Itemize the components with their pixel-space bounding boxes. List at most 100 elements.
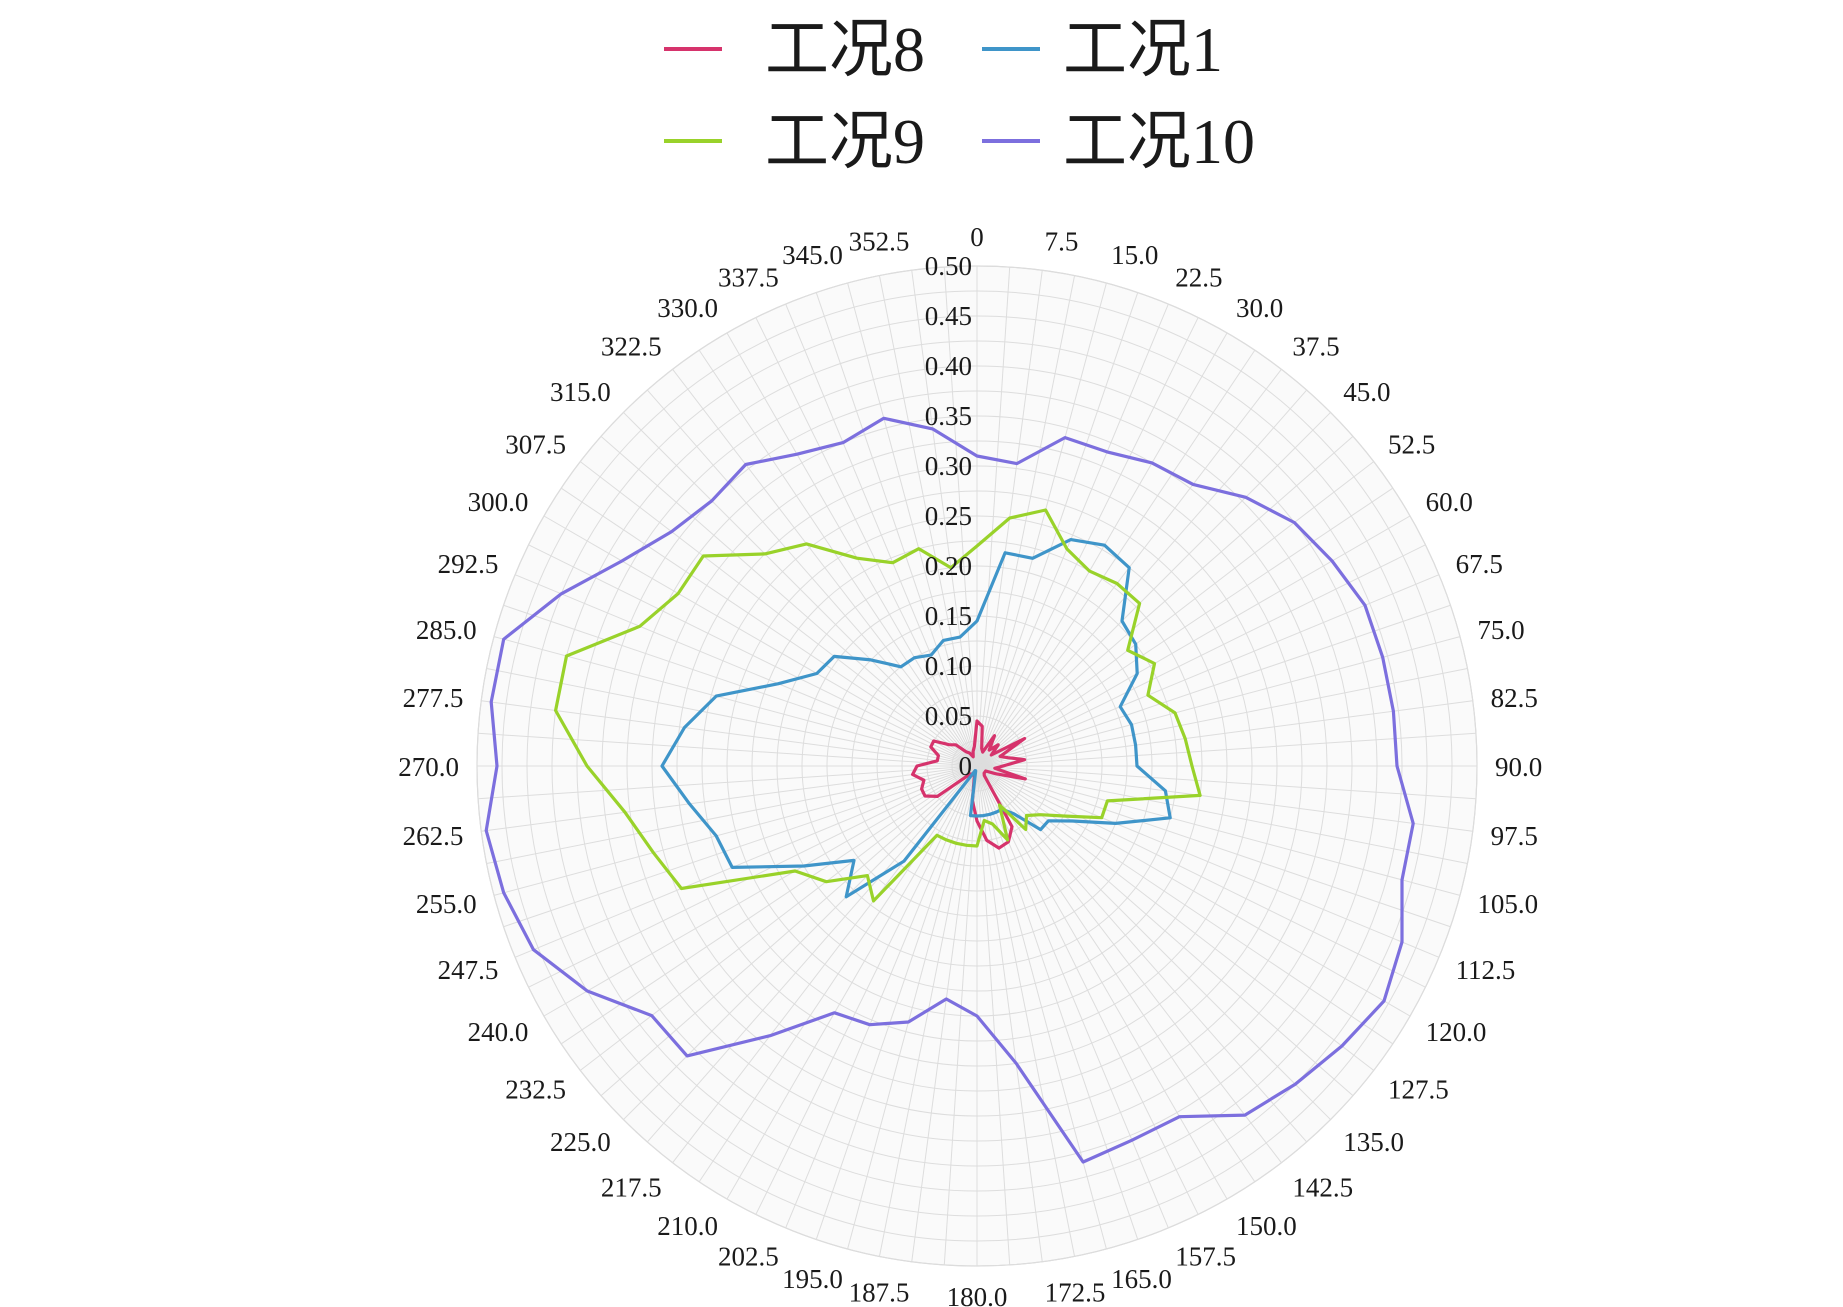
legend-item-1: 工况8 xyxy=(664,14,925,85)
grid-spoke xyxy=(560,487,978,767)
grid-spoke xyxy=(976,732,1476,767)
grid-spoke xyxy=(580,461,978,767)
grid-spoke xyxy=(785,303,978,767)
grid-spoke xyxy=(493,765,978,896)
grid-spoke xyxy=(481,765,978,832)
grid-spoke xyxy=(976,765,1461,896)
series-line-4 xyxy=(484,416,1415,1164)
angle-tick-label: 315.0 xyxy=(550,377,611,407)
grid-spoke xyxy=(976,461,1374,767)
grid-spoke xyxy=(646,765,978,1143)
grid-spoke xyxy=(543,515,978,767)
angle-tick-label: 345.0 xyxy=(782,240,843,270)
grid-spoke xyxy=(976,765,1076,1257)
angle-tick-label: 105.0 xyxy=(1477,889,1538,919)
radial-tick-label: 0.35 xyxy=(925,401,972,431)
angle-tick-label: 277.5 xyxy=(403,683,464,713)
radial-tick-label: 0.15 xyxy=(925,601,972,631)
angle-tick-label: 180.0 xyxy=(947,1282,1008,1307)
grid-spoke xyxy=(623,412,978,767)
legend-label-2: 工况1 xyxy=(1063,14,1223,85)
grid-spoke xyxy=(646,389,978,767)
angle-tick-label: 172.5 xyxy=(1045,1277,1106,1307)
grid-spoke xyxy=(976,389,1308,767)
grid-spoke xyxy=(755,765,978,1215)
grid-spoke xyxy=(528,544,978,767)
grid-spoke xyxy=(976,267,1011,767)
angle-tick-label: 0 xyxy=(970,222,984,252)
legend-label-4: 工况10 xyxy=(1063,106,1255,177)
grid-spoke xyxy=(976,765,1331,1120)
grid-spoke xyxy=(600,765,978,1097)
grid-spoke xyxy=(726,332,978,767)
grid-spoke xyxy=(847,765,978,1250)
grid-spoke xyxy=(815,765,978,1240)
grid-spoke xyxy=(976,332,1228,767)
radial-tick-label: 0.40 xyxy=(925,351,972,381)
grid-spoke xyxy=(815,292,978,767)
series-line-1 xyxy=(910,719,1027,850)
angle-tick-label: 337.5 xyxy=(718,262,779,292)
grid-spoke xyxy=(976,765,1308,1143)
angle-tick-label: 195.0 xyxy=(782,1264,843,1294)
grid-spoke xyxy=(785,765,978,1229)
angle-tick-label: 157.5 xyxy=(1175,1242,1236,1272)
grid-spoke xyxy=(976,487,1394,767)
angle-tick-label: 217.5 xyxy=(601,1172,662,1202)
angle-tick-label: 255.0 xyxy=(416,889,477,919)
angle-tick-label: 307.5 xyxy=(505,429,566,459)
grid-spoke xyxy=(976,636,1461,767)
angle-tick-label: 7.5 xyxy=(1045,227,1079,257)
angle-tick-label: 112.5 xyxy=(1456,955,1516,985)
grid-spoke xyxy=(976,282,1107,767)
angle-tick-label: 270.0 xyxy=(398,752,459,782)
grid-spoke xyxy=(976,765,1473,832)
angle-tick-label: 150.0 xyxy=(1236,1211,1297,1241)
angle-tick-label: 30.0 xyxy=(1236,293,1283,323)
angle-tick-label: 225.0 xyxy=(550,1127,611,1157)
legend-item-4: 工况10 xyxy=(982,106,1255,177)
angle-tick-label: 322.5 xyxy=(601,332,662,362)
angle-tick-label: 127.5 xyxy=(1388,1075,1449,1105)
grid-spoke xyxy=(698,349,978,767)
grid-spoke xyxy=(543,765,978,1017)
radial-tick-label: 0.45 xyxy=(925,301,972,331)
angle-tick-label: 82.5 xyxy=(1491,683,1538,713)
grid-spoke xyxy=(503,765,978,928)
legend-item-3: 工况9 xyxy=(664,106,925,177)
angle-tick-label: 22.5 xyxy=(1175,262,1222,292)
angle-tick-label: 352.5 xyxy=(849,227,910,257)
angle-tick-label: 97.5 xyxy=(1491,821,1538,851)
grid-spoke xyxy=(486,765,978,865)
grid-spoke xyxy=(943,267,978,767)
angle-tick-label: 187.5 xyxy=(849,1277,910,1307)
angle-tick-label: 60.0 xyxy=(1426,487,1473,517)
grid-spoke xyxy=(976,765,1011,1265)
angle-tick-label: 142.5 xyxy=(1292,1172,1353,1202)
grid-spoke xyxy=(943,765,978,1265)
angle-tick-label: 135.0 xyxy=(1343,1127,1404,1157)
angle-tick-label: 300.0 xyxy=(468,487,529,517)
radial-tick-label: 0.30 xyxy=(925,451,972,481)
grid-spoke xyxy=(976,765,1374,1071)
grid-spoke xyxy=(976,765,1426,988)
angle-tick-label: 262.5 xyxy=(403,821,464,851)
grid-spoke xyxy=(976,765,1256,1183)
grid-spoke xyxy=(580,765,978,1071)
legend-label-3: 工况9 xyxy=(765,106,925,177)
grid-spoke xyxy=(976,303,1169,767)
angle-tick-label: 240.0 xyxy=(468,1017,529,1047)
series-line-2 xyxy=(660,537,1172,899)
angle-tick-label: 75.0 xyxy=(1477,615,1524,645)
grid-spoke xyxy=(976,515,1411,767)
grid-spoke xyxy=(878,275,978,767)
legend-label-1: 工况8 xyxy=(765,14,925,85)
grid-spoke xyxy=(976,765,1199,1215)
legend: 工况8 工况1 工况9 工况10 xyxy=(664,14,1255,177)
grid-spoke xyxy=(976,544,1426,767)
radial-tick-label: 0 xyxy=(959,751,973,781)
grid-spoke xyxy=(514,574,978,767)
angle-tick-label: 285.0 xyxy=(416,615,477,645)
angle-tick-label: 292.5 xyxy=(438,549,499,579)
grid-spoke xyxy=(976,765,1394,1045)
